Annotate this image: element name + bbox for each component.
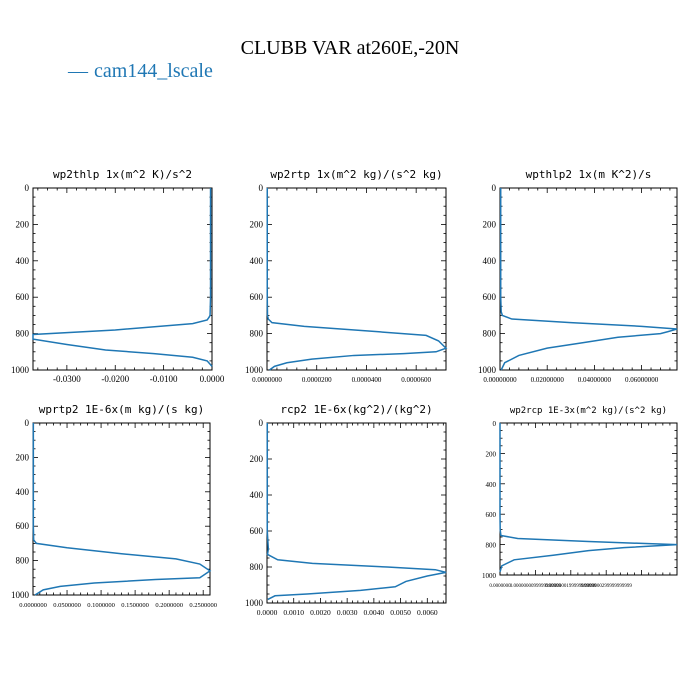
chart-panel: wp2rcp 1E-3x(m^2 kg)/(s^2 kg) 0 200 400 600 8…: [482, 406, 678, 589]
y-tick-label: 1000: [245, 365, 264, 375]
y-tick-label: 600: [250, 292, 264, 302]
series-line: [32, 423, 212, 596]
y-tick-label: 1000: [478, 365, 497, 375]
x-tick-label: 0.0000000: [19, 602, 47, 609]
x-tick-label: 0.00000000: [483, 376, 517, 384]
plot-frame: [32, 422, 211, 596]
y-tick-label: 0: [259, 183, 264, 193]
y-tick-label: 400: [483, 256, 497, 266]
y-tick-label: 600: [483, 292, 497, 302]
x-tick-label: 0.0000400: [352, 376, 382, 384]
x-tick-label: -0.0300: [53, 374, 81, 384]
x-tick-label: 0.0060: [417, 608, 438, 617]
panel-title: wprtp2 1E-6x(m kg)/(s kg): [39, 403, 205, 416]
y-tick-label: 400: [16, 487, 30, 497]
y-tick-label: 200: [16, 452, 30, 462]
x-tick-label: 0.0000000299999999999: [581, 584, 633, 589]
legend-label: cam144_lscale: [94, 60, 213, 82]
y-tick-label: 600: [250, 526, 264, 536]
chart-panel: wp2thlp 1x(m^2 K)/s^2 0 200 400 600 800 1000 -0…: [11, 168, 225, 384]
y-tick-label: 800: [16, 556, 30, 566]
chart-panel: wpthlp2 1x(m K^2)/s 0 200 400 600 800 10000.00…: [478, 168, 678, 384]
y-tick-label: 800: [16, 329, 30, 339]
y-tick-label: 200: [250, 454, 264, 464]
y-tick-label: 600: [16, 521, 30, 531]
x-tick-label: 0.0000000099999999999: [510, 584, 562, 589]
x-tick-label: 0.0000000199999999999: [545, 584, 597, 589]
x-tick-label: 0.2000000: [155, 602, 183, 609]
x-tick-label: 0.0040: [364, 608, 385, 617]
x-tick-label: 0.0010: [283, 608, 304, 617]
y-tick-label: 400: [250, 490, 264, 500]
page-title: CLUBB VAR at260E,-20N: [240, 37, 460, 59]
panel-title: wp2rtp 1x(m^2 kg)/(s^2 kg): [270, 168, 442, 181]
y-tick-label: 0: [259, 418, 264, 428]
y-tick-label: 800: [250, 562, 264, 572]
plot-frame: [266, 422, 447, 604]
series-line: [32, 188, 213, 367]
y-tick-label: 0: [493, 420, 497, 428]
x-tick-label: 0.0000: [257, 608, 278, 617]
series-line: [266, 423, 447, 601]
x-tick-label: 0.0500000: [53, 602, 81, 609]
x-tick-label: 0.0000600: [401, 376, 431, 384]
x-tick-label: 0.0000000: [252, 376, 282, 384]
y-tick-label: 800: [486, 542, 497, 550]
plot-frame: [266, 187, 447, 371]
series-line: [266, 188, 448, 371]
x-tick-label: 0.0000: [200, 374, 225, 384]
series-line: [499, 423, 678, 573]
x-tick-label: 0.06000000: [625, 376, 659, 384]
chart-panel: rcp2 1E-6x(kg^2)/(kg^2) 0 200 400 600 800 1000…: [245, 403, 447, 617]
panel-title: rcp2 1E-6x(kg^2)/(kg^2): [280, 403, 432, 416]
x-tick-label: 0.0020: [310, 608, 331, 617]
y-tick-label: 1000: [482, 572, 497, 580]
x-tick-label: 0.2500000: [189, 602, 217, 609]
legend-line-swatch: —: [68, 60, 88, 82]
y-tick-label: 200: [486, 450, 497, 458]
panel-title: wp2thlp 1x(m^2 K)/s^2: [53, 168, 192, 181]
x-tick-label: 0.1500000: [121, 602, 149, 609]
y-tick-label: 200: [16, 219, 30, 229]
chart-panel: wprtp2 1E-6x(m kg)/(s kg) 0 200 400 600 800 10…: [11, 403, 217, 609]
x-tick-label: 0.0030: [337, 608, 358, 617]
legend: — cam144_lscale: [68, 60, 213, 83]
y-tick-label: 1000: [11, 365, 30, 375]
panel-title: wp2rcp 1E-3x(m^2 kg)/(s^2 kg): [510, 406, 667, 416]
x-tick-label: 0.04000000: [578, 376, 612, 384]
y-tick-label: 800: [483, 329, 497, 339]
chart-panel: wp2rtp 1x(m^2 kg)/(s^2 kg) 0 200 400 600 800 1…: [245, 168, 448, 384]
y-tick-label: 400: [16, 256, 30, 266]
x-tick-label: 0.0000000: [489, 584, 511, 589]
y-tick-label: 0: [492, 183, 497, 193]
y-tick-label: 800: [250, 329, 264, 339]
y-tick-label: 200: [250, 219, 264, 229]
y-tick-label: 400: [250, 256, 264, 266]
y-tick-label: 1000: [245, 598, 264, 608]
y-tick-label: 400: [486, 481, 497, 489]
plot-frame: [499, 187, 678, 371]
x-tick-label: -0.0100: [150, 374, 178, 384]
x-tick-label: 0.0050: [390, 608, 411, 617]
y-tick-label: 1000: [11, 590, 30, 600]
x-tick-label: 0.02000000: [531, 376, 565, 384]
y-tick-label: 0: [25, 183, 30, 193]
x-tick-label: 0.0000200: [302, 376, 332, 384]
y-tick-label: 600: [16, 292, 30, 302]
x-tick-label: 0.1000000: [87, 602, 115, 609]
plot-frame: [499, 422, 678, 576]
x-tick-label: -0.0200: [101, 374, 129, 384]
panel-title: wpthlp2 1x(m K^2)/s: [526, 168, 652, 181]
y-tick-label: 600: [486, 511, 497, 519]
y-tick-label: 0: [25, 418, 30, 428]
series-line: [499, 188, 678, 371]
y-tick-label: 200: [483, 219, 497, 229]
